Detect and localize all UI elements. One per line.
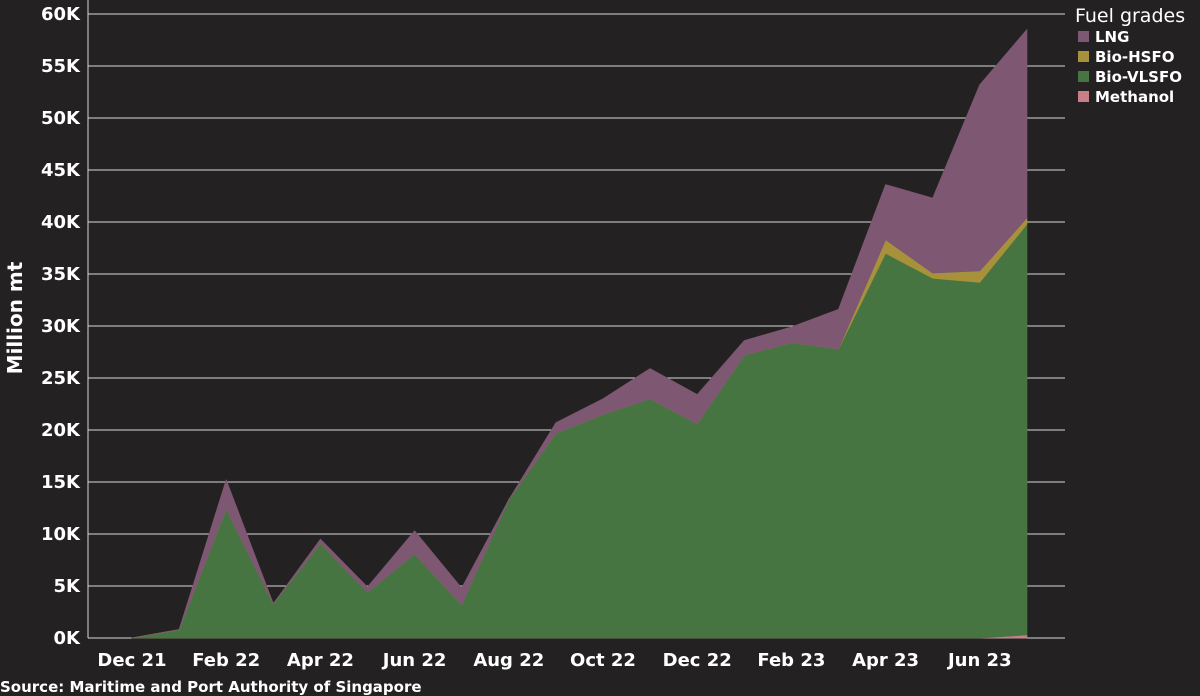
y-tick-label-45K: 45K [41,160,81,181]
x-tick-label-feb-23: Feb 23 [757,650,825,671]
y-axis-title: Million mt [3,261,27,374]
y-tick-label-40K: 40K [41,212,81,233]
x-tick-label-aug-22: Aug 22 [473,650,544,671]
y-tick-label-35K: 35K [41,264,81,285]
source-note: Source: Maritime and Port Authority of S… [0,678,422,696]
x-tick-label-feb-22: Feb 22 [192,650,260,671]
y-tick-label-0K: 0K [54,628,82,649]
x-tick-label-dec-21: Dec 21 [97,650,166,671]
y-tick-label-5K: 5K [54,576,82,597]
legend-swatch-lng [1078,31,1089,42]
legend-swatch-bio-hsfo [1078,51,1089,62]
x-tick-label-apr-22: Apr 22 [287,650,354,671]
x-tick-label-jun-22: Jun 22 [381,650,447,671]
y-tick-label-55K: 55K [41,56,81,77]
legend-title: Fuel grades [1075,5,1185,27]
y-tick-label-10K: 10K [41,524,81,545]
legend-swatch-bio-vlsfo [1078,71,1089,82]
area-bio-vlsfo [131,223,1028,639]
x-tick-label-apr-23: Apr 23 [852,650,919,671]
y-tick-label-50K: 50K [41,108,81,129]
legend-label-bio-hsfo: Bio-HSFO [1095,48,1174,66]
legend-swatch-methanol [1078,91,1089,102]
x-tick-label-jun-23: Jun 23 [946,650,1012,671]
legend-label-lng: LNG [1095,28,1129,46]
y-tick-label-30K: 30K [41,316,81,337]
area-lng [131,29,1028,639]
legend-label-methanol: Methanol [1095,88,1174,106]
legend-label-bio-vlsfo: Bio-VLSFO [1095,68,1182,86]
y-axis-ticks: 0K 5K 10K 15K 20K 25K 30K 35K 40K 45K 50K 55K 60K [41,4,81,649]
y-tick-label-20K: 20K [41,420,81,441]
legend: Fuel grades LNG Bio-HSFO Bio-VLSFO Methanol [1075,5,1185,106]
y-tick-label-25K: 25K [41,368,81,389]
y-tick-label-60K: 60K [41,4,81,25]
x-tick-label-dec-22: Dec 22 [663,650,732,671]
x-tick-label-oct-22: Oct 22 [570,650,636,671]
x-axis-ticks: Dec 21 Feb 22 Apr 22 Jun 22 Aug 22 Oct 22 Dec … [97,650,1011,671]
area-series-layer [131,29,1028,639]
y-tick-label-15K: 15K [41,472,81,493]
